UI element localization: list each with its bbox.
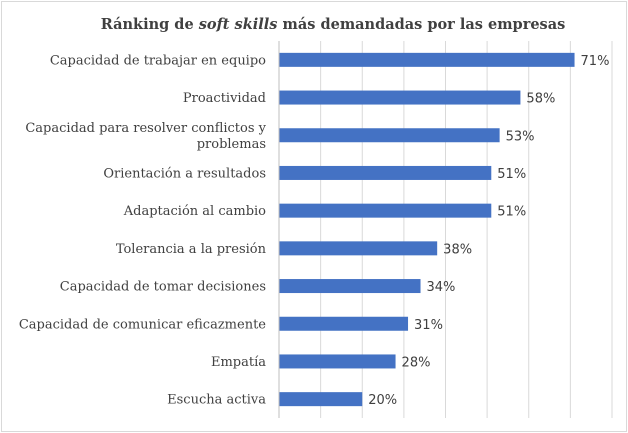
category-label: Capacidad de trabajar en equipo (50, 53, 266, 68)
bar (279, 128, 500, 143)
data-label: 58% (526, 92, 555, 107)
bar (279, 241, 438, 256)
chart-title-part: soft skills (199, 16, 278, 33)
data-label: 38% (443, 242, 472, 257)
data-label: 31% (414, 318, 443, 333)
category-labels: Capacidad de trabajar en equipo Proactivi… (19, 53, 267, 407)
data-label: 51% (497, 167, 526, 182)
chart-title-part: Ránking de (101, 16, 199, 33)
category-label: Proactividad (183, 91, 266, 106)
data-label: 34% (427, 280, 456, 295)
bar (279, 52, 575, 67)
category-label: Orientación a resultados (103, 166, 266, 181)
bar (279, 203, 492, 218)
bar (279, 90, 521, 105)
category-label: Capacidad de tomar decisiones (60, 280, 266, 295)
data-label: 71% (581, 54, 610, 69)
bars (279, 52, 575, 407)
bar (279, 392, 363, 407)
category-label: Empatía (211, 355, 266, 370)
category-label: Escucha activa (167, 393, 266, 408)
bar (279, 316, 409, 331)
data-labels: 71% 58% 53% 51% 51% 38% 34% 31% 28% 20% (368, 54, 609, 408)
category-label: problemas (197, 137, 266, 152)
category-label: Capacidad para resolver conflictos y (25, 121, 266, 136)
category-label: Capacidad de comunicar eficazmente (19, 317, 266, 332)
bar (279, 354, 396, 369)
bar (279, 165, 492, 180)
data-label: 20% (368, 393, 397, 408)
data-label: 28% (402, 355, 431, 370)
data-label: 53% (506, 129, 535, 144)
category-label: Tolerancia a la presión (116, 242, 267, 257)
chart-title: Ránking de soft skills más demandadas po… (101, 16, 566, 33)
bar (279, 279, 421, 294)
category-label: Adaptación al cambio (123, 204, 266, 219)
chart-title-part: más demandadas por las empresas (277, 16, 565, 33)
data-label: 51% (497, 205, 526, 220)
